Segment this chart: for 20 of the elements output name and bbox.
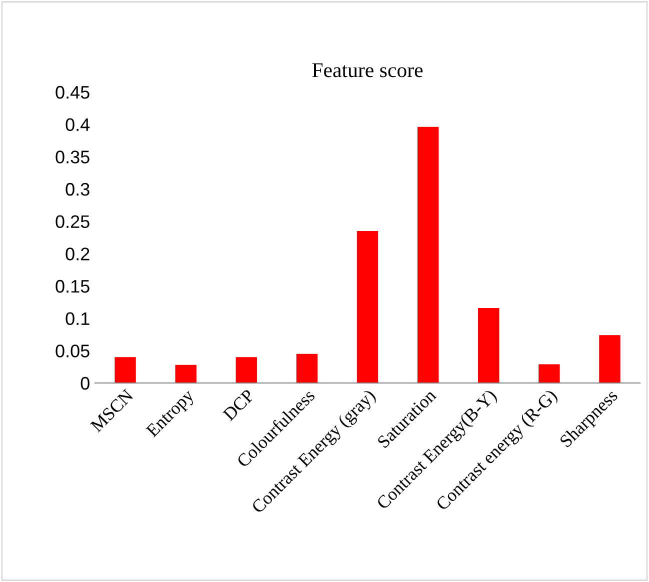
bar <box>175 364 196 383</box>
bar <box>114 357 136 383</box>
chart-title: Feature score <box>312 63 423 78</box>
y-tick-label: 0.4 <box>66 118 90 132</box>
y-tick-label: 0.3 <box>66 182 90 196</box>
y-tick-label: 0.05 <box>56 344 90 358</box>
y-tick-label: 0.45 <box>56 86 90 99</box>
y-tick-label: 0.1 <box>66 312 90 326</box>
bar <box>296 354 318 383</box>
y-tick-label: 0.15 <box>56 280 90 293</box>
bar <box>538 364 560 383</box>
y-tick-label: 0 <box>80 376 90 390</box>
bar <box>599 335 620 383</box>
bar <box>417 126 439 383</box>
bar <box>478 308 500 383</box>
y-tick-label: 0.25 <box>56 215 90 228</box>
bar <box>356 231 378 383</box>
y-tick-label: 0.2 <box>66 248 90 260</box>
bar <box>236 357 257 383</box>
y-tick-label: 0.35 <box>56 150 90 164</box>
